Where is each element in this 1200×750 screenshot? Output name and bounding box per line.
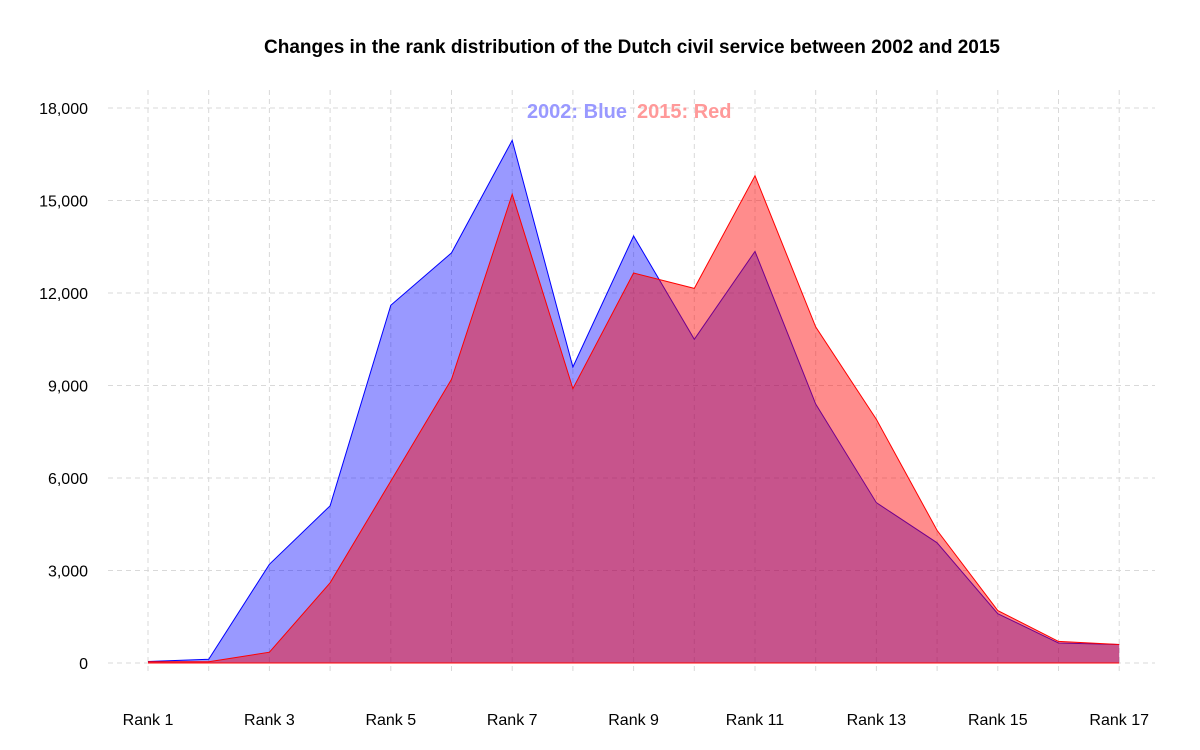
area-2015 (148, 175, 1120, 664)
line-2015 (148, 174, 1120, 663)
y-tick-label: 0 (79, 656, 88, 673)
y-tick-label: 15,000 (39, 194, 88, 211)
x-tick-label: Rank 17 (1089, 712, 1149, 729)
y-tick-label: 9,000 (48, 379, 88, 396)
y-tick-label: 6,000 (48, 471, 88, 488)
area-2002 (148, 140, 1120, 663)
x-tick-label: Rank 11 (726, 712, 785, 729)
y-tick-label: 3,000 (48, 564, 88, 581)
plot-area (147, 139, 1120, 664)
chart-title: Changes in the rank distribution of the … (264, 37, 1000, 58)
legend-2002: 2002: Blue (527, 101, 627, 123)
x-tick-label: Rank 5 (365, 712, 416, 729)
x-tick-label: Rank 9 (608, 712, 659, 729)
legend-2015: 2015: Red (637, 101, 732, 123)
y-tick-label: 18,000 (39, 101, 88, 118)
y-tick-label: 12,000 (39, 286, 88, 303)
x-tick-label: Rank 7 (487, 712, 538, 729)
axes: 0 3,000 6,000 9,000 12,000 15,000 18,000 Rank 1… (39, 101, 1149, 729)
x-tick-label: Rank 15 (968, 712, 1028, 729)
x-tick-label: Rank 3 (244, 712, 295, 729)
grid (108, 90, 1155, 675)
x-tick-label: Rank 1 (123, 712, 174, 729)
line-2002 (147, 139, 1120, 662)
x-tick-label: Rank 13 (847, 712, 907, 729)
